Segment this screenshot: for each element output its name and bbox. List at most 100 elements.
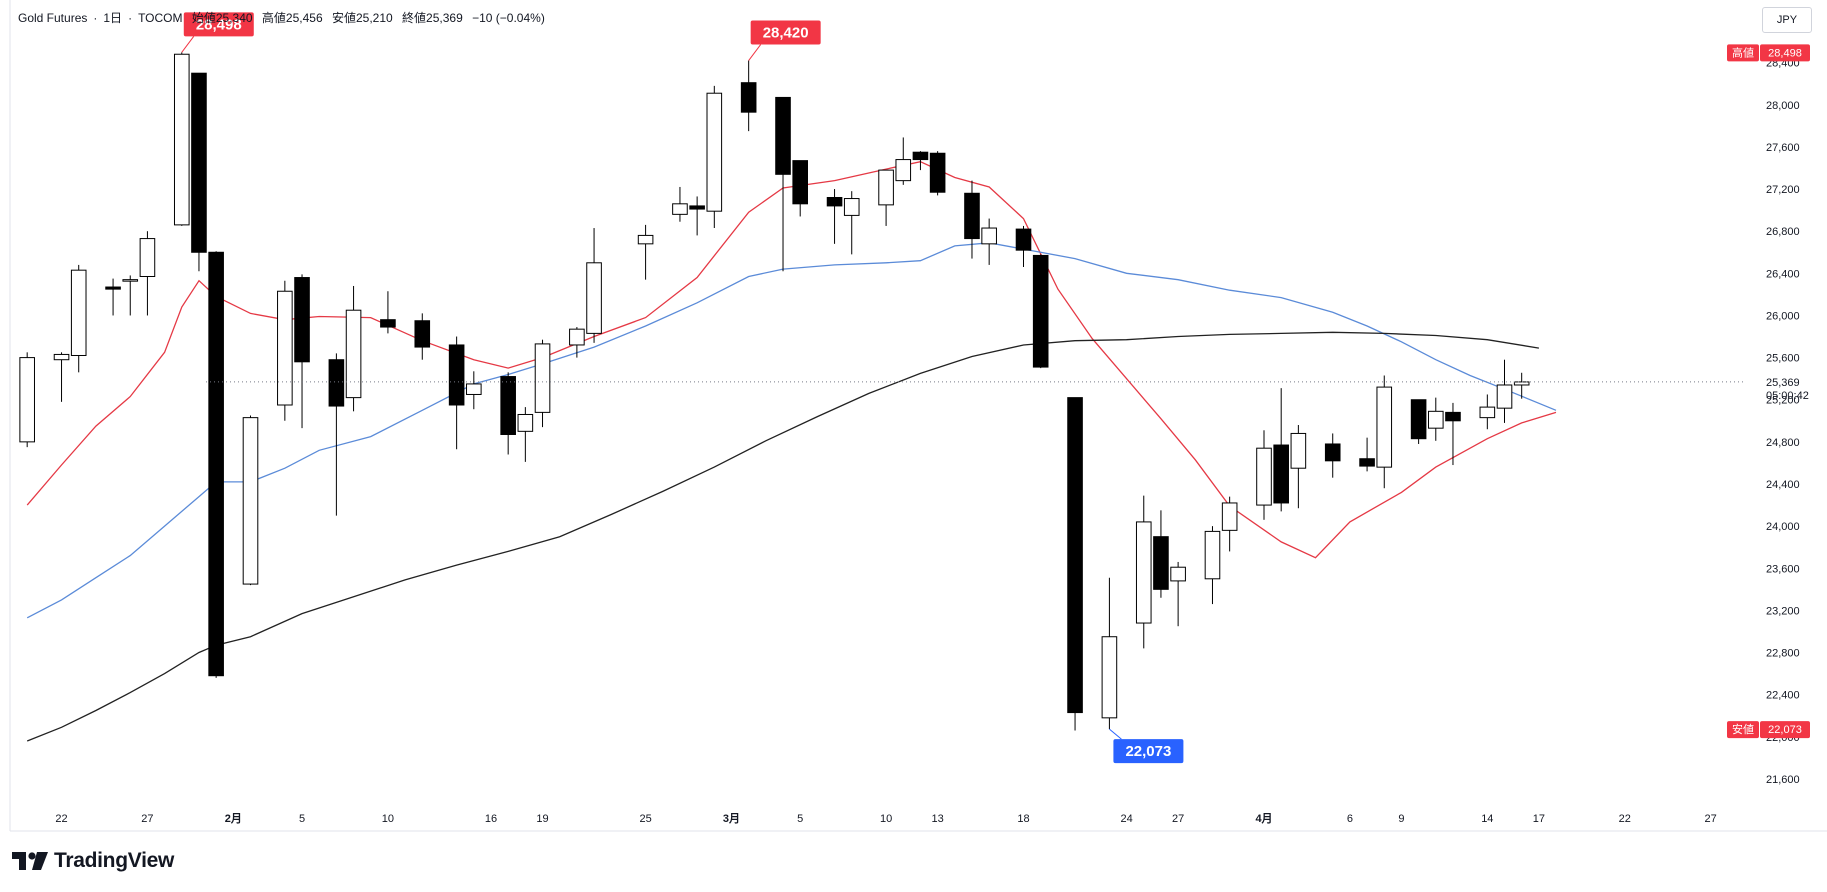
price-tick-label: 27,600 bbox=[1766, 142, 1800, 154]
badge-label-bg bbox=[1727, 44, 1759, 62]
candle[interactable] bbox=[826, 189, 843, 244]
candle[interactable] bbox=[895, 137, 912, 185]
candle[interactable] bbox=[448, 336, 465, 450]
candle[interactable] bbox=[191, 72, 207, 272]
currency-button[interactable]: JPY bbox=[1762, 7, 1812, 33]
callout-box bbox=[1113, 739, 1184, 764]
candle[interactable] bbox=[53, 352, 70, 402]
tradingview-logo[interactable]: TradingView bbox=[12, 849, 174, 873]
candle[interactable] bbox=[843, 191, 860, 255]
candle[interactable] bbox=[277, 280, 293, 421]
candle[interactable] bbox=[139, 231, 156, 316]
candle[interactable] bbox=[706, 85, 723, 229]
symbol-header: Gold Futures · 1日 · TOCOM 始値25,340 高値25,456 … bbox=[18, 9, 551, 26]
candle-body bbox=[1324, 443, 1341, 462]
candle[interactable] bbox=[1067, 397, 1083, 731]
price-axis[interactable]: 21,60022,00022,40022,80023,20023,60024,0… bbox=[1727, 16, 1810, 786]
candle-body bbox=[328, 359, 345, 407]
candle[interactable] bbox=[500, 372, 516, 455]
time-tick-label: 18 bbox=[1017, 813, 1029, 825]
candle-body bbox=[534, 343, 551, 413]
candle-body bbox=[500, 376, 516, 435]
candle[interactable] bbox=[345, 285, 362, 412]
time-tick-label: 14 bbox=[1481, 813, 1493, 825]
candle-body bbox=[1032, 254, 1049, 368]
candle[interactable] bbox=[122, 275, 139, 316]
candle[interactable] bbox=[517, 407, 534, 462]
grid-layer bbox=[9, 0, 1827, 832]
candle[interactable] bbox=[912, 151, 929, 171]
candle-body bbox=[1479, 406, 1496, 419]
candle[interactable] bbox=[208, 251, 224, 678]
callout-text: 28,420 bbox=[763, 25, 809, 42]
candle[interactable] bbox=[637, 224, 654, 280]
candle[interactable] bbox=[242, 415, 259, 586]
candle-body bbox=[242, 417, 259, 585]
candle[interactable] bbox=[1032, 254, 1049, 369]
candle[interactable] bbox=[1359, 437, 1375, 472]
candle[interactable] bbox=[1324, 433, 1341, 478]
candle[interactable] bbox=[586, 228, 602, 343]
symbol-name[interactable]: Gold Futures bbox=[18, 11, 88, 25]
candle[interactable] bbox=[964, 180, 980, 259]
candle[interactable] bbox=[792, 160, 808, 217]
time-axis[interactable]: 22 27 2月 5 10 16 19 25 3月 5 10 13 18 24 27 4月 6 9 14 17 22 27 bbox=[55, 812, 1716, 825]
candle-body bbox=[878, 169, 894, 206]
candle[interactable] bbox=[1273, 388, 1289, 512]
candle[interactable] bbox=[740, 60, 757, 132]
candle[interactable] bbox=[1376, 375, 1393, 489]
time-tick-label: 27 bbox=[141, 813, 153, 825]
candle[interactable] bbox=[19, 352, 35, 448]
candle[interactable] bbox=[294, 274, 310, 429]
candle-body bbox=[895, 159, 912, 182]
candle[interactable] bbox=[1513, 372, 1530, 399]
price-tick-label: 25,600 bbox=[1766, 353, 1800, 365]
candle[interactable] bbox=[1015, 225, 1032, 268]
open-value: 始値25,340 bbox=[191, 11, 253, 25]
candle[interactable] bbox=[1427, 397, 1444, 441]
candle[interactable] bbox=[1410, 399, 1427, 444]
candle-layer bbox=[19, 52, 1530, 731]
candle-body bbox=[1427, 410, 1444, 429]
candle[interactable] bbox=[1445, 402, 1461, 466]
price-tick-label: 24,400 bbox=[1766, 479, 1800, 491]
price-tick-label: 22,800 bbox=[1766, 648, 1800, 660]
candle[interactable] bbox=[1101, 577, 1118, 730]
candle[interactable] bbox=[380, 291, 396, 334]
time-tick-label: 22 bbox=[1619, 813, 1631, 825]
candle-body bbox=[19, 357, 35, 443]
candle[interactable] bbox=[70, 264, 87, 373]
candle-body bbox=[1496, 384, 1513, 409]
candle[interactable] bbox=[534, 339, 551, 428]
candle-body bbox=[380, 319, 396, 328]
candle[interactable] bbox=[1221, 496, 1238, 552]
candle[interactable] bbox=[1204, 526, 1221, 605]
candle-body bbox=[1410, 399, 1427, 440]
callout-layer: 28,498 28,420 22,073 bbox=[181, 12, 1745, 764]
interval-label[interactable]: 1日 bbox=[103, 11, 123, 25]
candle[interactable] bbox=[672, 186, 688, 222]
candle[interactable] bbox=[929, 151, 946, 196]
candle[interactable] bbox=[328, 353, 345, 516]
candle[interactable] bbox=[414, 313, 431, 360]
time-tick-label: 10 bbox=[880, 813, 892, 825]
candle[interactable] bbox=[466, 371, 482, 410]
time-tick-label: 27 bbox=[1705, 813, 1717, 825]
candle[interactable] bbox=[1479, 394, 1496, 430]
candle[interactable] bbox=[1135, 495, 1152, 649]
candle-body bbox=[1513, 381, 1530, 386]
candle[interactable] bbox=[878, 169, 894, 226]
candle[interactable] bbox=[775, 96, 791, 272]
candle[interactable] bbox=[981, 218, 997, 265]
candle[interactable] bbox=[569, 327, 585, 358]
candle[interactable] bbox=[1290, 425, 1307, 509]
candle[interactable] bbox=[1170, 561, 1186, 627]
badge-value-bg bbox=[1760, 721, 1810, 739]
candle[interactable] bbox=[1496, 359, 1513, 423]
candle[interactable] bbox=[1256, 430, 1272, 520]
candle[interactable] bbox=[689, 196, 705, 236]
candle[interactable] bbox=[105, 278, 121, 316]
candle[interactable] bbox=[173, 52, 190, 226]
candle[interactable] bbox=[1153, 510, 1169, 598]
